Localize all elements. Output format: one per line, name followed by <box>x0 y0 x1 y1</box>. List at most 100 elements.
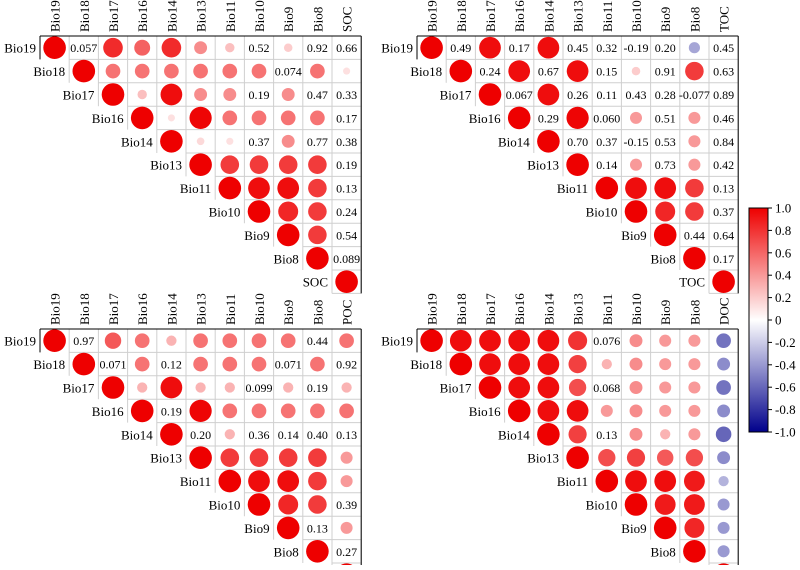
row-label: Bio13 <box>527 451 559 466</box>
cell-label: 0.19 <box>249 88 270 102</box>
correlation-circle <box>537 400 560 422</box>
correlation-circle <box>278 155 298 174</box>
cell-label: 0.074 <box>275 65 302 79</box>
cell-label: 0.43 <box>626 88 647 102</box>
correlation-circle <box>688 428 701 441</box>
correlation-circle <box>306 540 329 563</box>
correlation-circle <box>306 246 329 270</box>
correlation-circle <box>167 114 175 122</box>
correlation-circle <box>508 60 531 82</box>
correlation-circle <box>600 404 613 417</box>
cell-label: 0.19 <box>336 158 357 172</box>
cell-label: 0.44 <box>684 228 705 242</box>
cell-label: 0.37 <box>249 135 270 149</box>
cell-label: 0.54 <box>336 228 357 242</box>
cell-label: 0.73 <box>655 158 676 172</box>
correlation-circle <box>449 329 472 352</box>
cell-label: 0.67 <box>538 65 559 79</box>
correlation-circle <box>537 353 560 375</box>
row-label: Bio19 <box>381 41 413 56</box>
cell-label: 0.40 <box>307 428 328 442</box>
correlation-circle <box>281 88 295 101</box>
row-label: Bio11 <box>180 474 211 489</box>
correlation-circle <box>339 333 354 349</box>
correlation-circle <box>508 329 531 352</box>
correlation-circle <box>478 376 502 399</box>
correlation-circle <box>335 270 358 294</box>
column-label: Bio9 <box>281 300 296 325</box>
correlation-circle <box>249 155 269 174</box>
correlation-circle <box>308 495 327 514</box>
colorbar-tick-label: 0.6 <box>775 245 792 260</box>
cell-label: 0.071 <box>100 358 127 372</box>
correlation-circle <box>101 83 125 106</box>
correlation-circle <box>688 404 701 417</box>
correlation-circle <box>194 41 208 55</box>
correlation-circle <box>134 63 150 79</box>
cell-label: 0.64 <box>713 228 734 242</box>
correlation-circle <box>716 380 731 395</box>
column-label: Bio19 <box>425 293 440 325</box>
cell-label: 0.28 <box>655 88 676 102</box>
cell-label: 0.13 <box>336 428 357 442</box>
correlation-circle <box>566 60 589 82</box>
correlation-circle <box>629 357 643 371</box>
row-label: Bio16 <box>469 404 501 419</box>
correlation-circle <box>193 63 208 79</box>
correlation-circle <box>655 201 676 222</box>
correlation-circle <box>247 493 271 516</box>
column-label: Bio18 <box>454 293 469 325</box>
cell-label: 0.46 <box>713 111 734 125</box>
column-label: Bio9 <box>281 7 296 32</box>
cell-label: 0.91 <box>655 65 676 79</box>
row-label: Bio9 <box>244 521 269 536</box>
correlation-circle <box>222 63 238 79</box>
correlation-circle <box>629 158 643 171</box>
correlation-circle <box>137 89 147 100</box>
correlation-circle <box>537 329 560 352</box>
correlation-circle <box>718 475 729 487</box>
correlation-circle <box>653 516 677 540</box>
correlation-circle <box>220 155 240 174</box>
correlation-circle <box>222 356 238 372</box>
correlation-circle <box>277 470 300 492</box>
correlation-circle <box>629 404 643 418</box>
column-label: Bio8 <box>310 300 325 325</box>
cell-label: 0.24 <box>480 65 501 79</box>
correlation-circle <box>310 110 325 126</box>
column-label: Bio16 <box>512 293 527 325</box>
correlation-circle <box>537 83 560 106</box>
correlation-circle <box>161 37 182 58</box>
cell-label: 0.89 <box>713 88 734 102</box>
correlation-circle <box>654 494 676 515</box>
cell-label: 0.099 <box>246 381 273 395</box>
column-label: Bio16 <box>512 0 527 32</box>
correlation-circle <box>224 382 235 393</box>
cell-label: 0.071 <box>275 358 302 372</box>
correlation-circle <box>508 376 531 399</box>
correlation-circle <box>624 200 648 223</box>
cell-label: 0.49 <box>450 41 471 55</box>
correlation-circle <box>277 177 300 199</box>
correlation-circle <box>568 355 587 374</box>
column-label: Bio9 <box>658 300 673 325</box>
correlation-circle <box>717 521 730 534</box>
correlation-circle <box>595 469 619 493</box>
correlation-circle <box>103 37 123 58</box>
cell-label: 0.38 <box>336 135 357 149</box>
colorbar-tick-label: 0.4 <box>775 268 792 283</box>
correlation-circle <box>160 423 183 446</box>
column-label: DOC <box>717 298 732 325</box>
correlation-circle <box>278 494 299 515</box>
correlation-circle <box>130 399 154 423</box>
correlation-circle <box>685 202 704 221</box>
correlation-circle <box>598 449 616 467</box>
cell-label: 0.70 <box>567 135 588 149</box>
correlation-circle <box>717 545 730 558</box>
correlation-circle <box>659 358 672 371</box>
panel-doc: Bio19 Bio18 Bio17 Bio16 Bio14 Bio13 Bio11 Bio10… <box>381 293 739 570</box>
colorbar-tick-label: 0.8 <box>775 223 791 238</box>
correlation-circle <box>130 106 154 130</box>
correlation-circle <box>568 425 587 444</box>
correlation-circle <box>568 378 587 397</box>
